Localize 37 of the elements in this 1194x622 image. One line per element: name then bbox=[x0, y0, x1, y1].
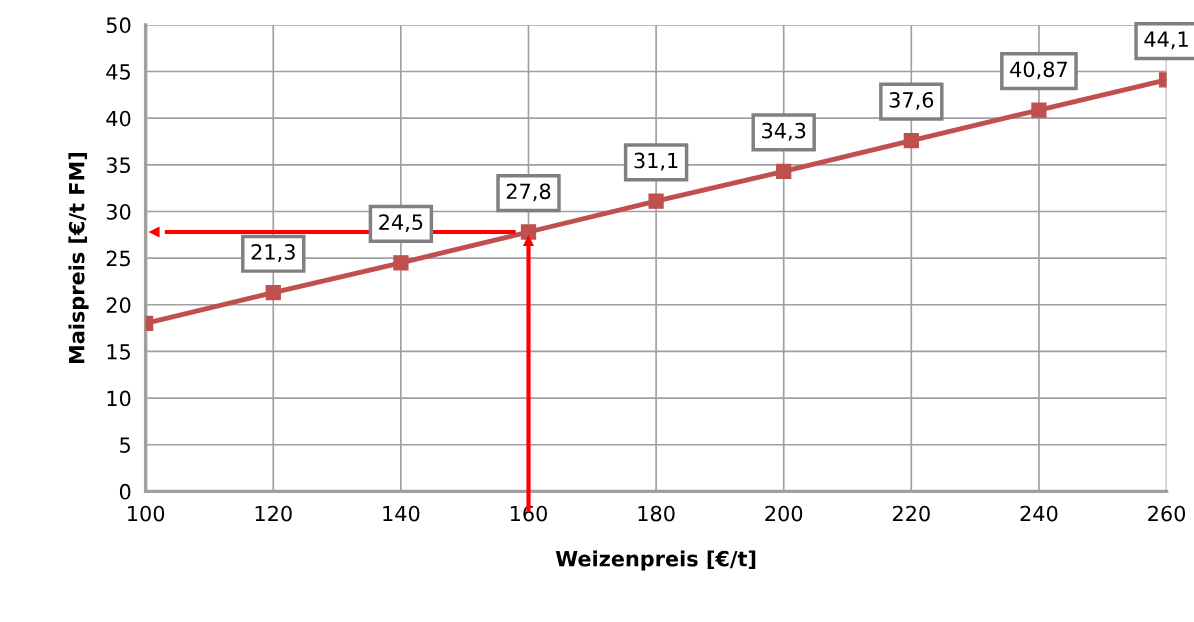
y-tick-label: 10 bbox=[107, 390, 131, 407]
x-tick-label: 140 bbox=[383, 505, 420, 522]
x-tick-label: 220 bbox=[892, 505, 930, 522]
point bbox=[265, 285, 281, 301]
data-label: 24,5 bbox=[379, 214, 423, 233]
y-tick-label: 15 bbox=[107, 344, 130, 360]
data-label: 34,3 bbox=[762, 122, 806, 141]
x-tick-label: 160 bbox=[510, 505, 547, 522]
x-tick-label: 180 bbox=[638, 505, 675, 522]
data-label: 27,8 bbox=[506, 183, 551, 202]
y-tick-label: 5 bbox=[120, 437, 130, 453]
data-label: 40,87 bbox=[1010, 61, 1067, 80]
y-tick-label: 25 bbox=[106, 250, 130, 267]
x-tick-label: 240 bbox=[1020, 505, 1058, 522]
x-tick-label: 260 bbox=[1148, 505, 1186, 522]
point bbox=[903, 132, 919, 149]
y-axis-title: Maispreis [€/t FM] bbox=[68, 153, 89, 364]
y-tick-label: 40 bbox=[106, 110, 131, 127]
y-tick-label: 0 bbox=[119, 483, 131, 500]
x-tick-label: 200 bbox=[765, 505, 803, 522]
y-tick-label: 50 bbox=[106, 17, 131, 34]
point bbox=[1031, 102, 1047, 118]
point bbox=[648, 193, 664, 209]
point bbox=[393, 255, 409, 271]
data-label: 37,6 bbox=[889, 91, 934, 110]
y-tick-label: 30 bbox=[106, 203, 131, 220]
y-tick-label: 45 bbox=[106, 64, 130, 80]
y-tick-label: 35 bbox=[106, 157, 130, 174]
point bbox=[776, 163, 792, 180]
y-tick-label: 20 bbox=[106, 297, 131, 313]
data-label: 21,3 bbox=[251, 244, 295, 262]
x-tick-label: 120 bbox=[255, 505, 292, 522]
data-label: 31,1 bbox=[634, 152, 678, 171]
x-tick-label: 100 bbox=[128, 505, 165, 522]
point bbox=[520, 224, 537, 240]
data-label: 44,1 bbox=[1144, 31, 1188, 50]
x-axis-title: Weizenpreis [€/t] bbox=[555, 550, 756, 571]
